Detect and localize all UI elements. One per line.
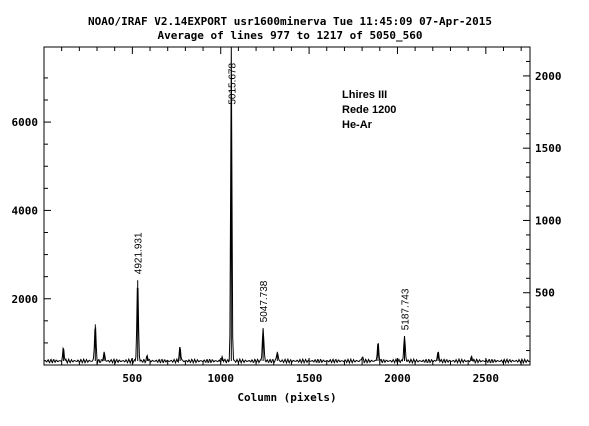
spectrum-line bbox=[43, 47, 530, 365]
annotation-grating: Rede 1200 bbox=[342, 104, 396, 116]
x-axis-label: Column (pixels) bbox=[237, 391, 336, 404]
y-tick-label: 2000 bbox=[12, 293, 39, 306]
x-tick-label: 2500 bbox=[473, 372, 500, 385]
peak-label: 5015.678 bbox=[227, 63, 238, 105]
y2-tick-label: 1500 bbox=[535, 142, 562, 155]
plot-frame bbox=[43, 46, 531, 366]
x-tick-label: 2000 bbox=[384, 372, 411, 385]
y2-tick-label: 500 bbox=[535, 287, 555, 300]
x-tick-label: 500 bbox=[122, 372, 142, 385]
y-tick-label: 6000 bbox=[12, 116, 39, 129]
x-tick-label: 1500 bbox=[296, 372, 323, 385]
peak-label: 5047.738 bbox=[259, 280, 270, 322]
annotation-instrument: Lhires III bbox=[342, 89, 387, 101]
annotation-lamp: He-Ar bbox=[342, 119, 373, 131]
axis-tick-labels: 500 1000 1500 2000 2500 2000 4000 6000 500 1000 15… bbox=[12, 70, 562, 385]
peak-label: 5187.743 bbox=[401, 288, 412, 330]
axis-ticks bbox=[44, 47, 530, 365]
y-tick-label: 4000 bbox=[12, 204, 39, 217]
peak-labels: 4921.931 5015.678 5047.738 5187.743 bbox=[134, 63, 412, 331]
y2-tick-label: 1000 bbox=[535, 214, 562, 227]
header-line-2: Average of lines 977 to 1217 of 5050_560 bbox=[158, 29, 423, 42]
y2-tick-label: 2000 bbox=[535, 70, 562, 83]
header-line-1: NOAO/IRAF V2.14EXPORT usr1600minerva Tue… bbox=[88, 15, 492, 28]
x-tick-label: 1000 bbox=[207, 372, 234, 385]
peak-label: 4921.931 bbox=[134, 232, 145, 274]
